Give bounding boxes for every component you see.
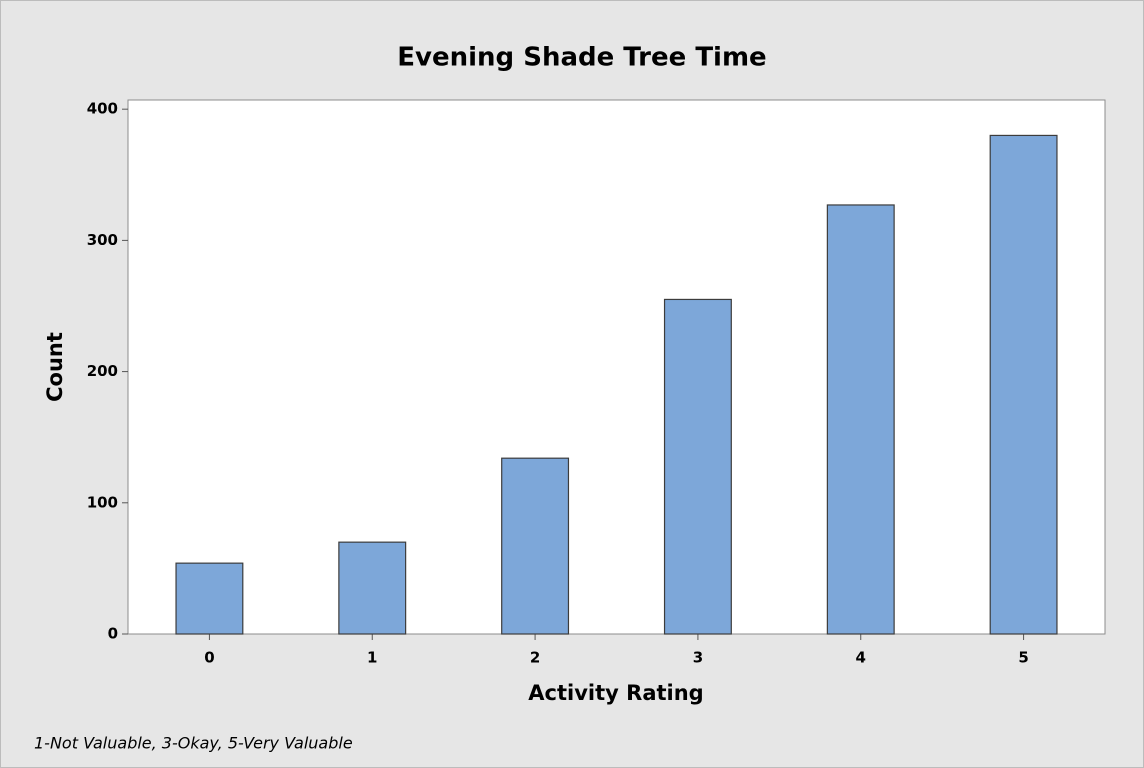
plot-area [127,99,1106,635]
bar [826,204,895,635]
y-tick-label: 400 [87,100,118,118]
x-tick-label: 2 [530,649,540,667]
x-tick-label: 4 [856,649,866,667]
x-axis-label: Activity Rating [528,681,703,705]
y-tick-label: 100 [87,493,118,511]
x-tick-label: 0 [204,649,214,667]
bar [175,562,244,635]
x-tick-label: 1 [367,649,377,667]
bar [989,134,1058,635]
y-axis-label: Count [43,332,67,402]
footnote: 1-Not Valuable, 3-Okay, 5-Very Valuable [34,734,353,753]
chart-title: Evening Shade Tree Time [397,43,766,73]
y-tick-label: 300 [87,231,118,249]
bar [338,541,407,635]
bar [663,298,732,635]
y-tick-label: 200 [87,362,118,380]
x-tick-label: 5 [1018,649,1028,667]
x-tick-label: 3 [693,649,703,667]
bar [501,457,570,635]
y-tick-label: 0 [108,625,118,643]
